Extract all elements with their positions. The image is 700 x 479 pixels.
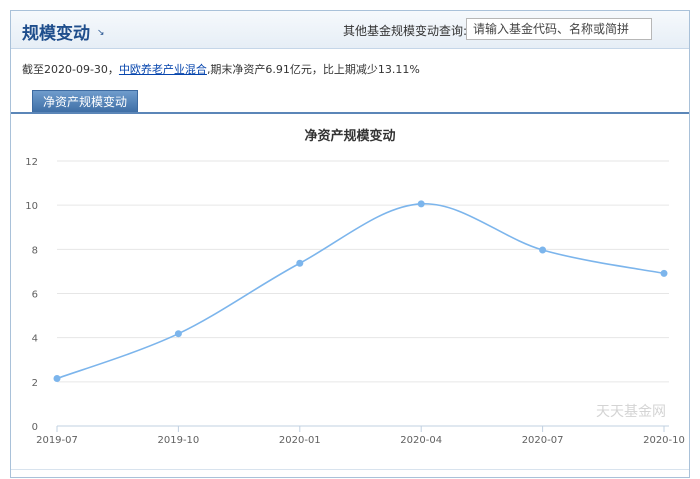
fund-search-input[interactable]: [466, 18, 652, 40]
x-tick-label: 2020-07: [522, 435, 564, 446]
y-tick-label: 0: [32, 422, 38, 433]
summary-suffix: ,期末净资产6.91亿元，比上期减少13.11%: [206, 63, 420, 76]
x-tick-label: 2019-07: [36, 435, 78, 446]
y-tick-label: 6: [32, 290, 38, 301]
data-point: [417, 200, 425, 208]
tab-bar: 净资产规模变动: [11, 88, 689, 114]
title-arrow-icon: ↘: [97, 28, 105, 38]
panel-header: 规模变动 ↘ 其他基金规模变动查询:: [11, 11, 689, 49]
fund-name-link[interactable]: 中欧养老产业混合: [118, 63, 207, 76]
chart-area: 净资产规模变动 0 2 4 6 8 10 12 2019-07 2019-10 2020-01 202…: [11, 114, 689, 464]
y-tick-label: 10: [25, 201, 38, 212]
y-tick-label: 12: [25, 157, 38, 168]
chart-title: 净资产规模变动: [304, 128, 395, 144]
summary-prefix: 截至2020-09-30，: [22, 63, 119, 76]
data-point: [296, 259, 304, 267]
footer-divider: [11, 469, 689, 470]
data-point: [539, 246, 547, 254]
tab-net-asset-scale[interactable]: 净资产规模变动: [32, 90, 138, 112]
x-tick-label: 2019-10: [158, 435, 200, 446]
watermark-text: 天天基金网: [596, 403, 666, 420]
y-tick-label: 4: [32, 334, 38, 345]
x-tick-label: 2020-10: [643, 435, 685, 446]
data-point: [53, 375, 61, 383]
x-tick-label: 2020-04: [400, 435, 442, 446]
x-tick-label: 2020-01: [279, 435, 321, 446]
series-line: [56, 203, 665, 380]
fund-scale-panel: 规模变动 ↘ 其他基金规模变动查询: 截至2020-09-30，中欧养老产业混合…: [10, 10, 690, 478]
data-point: [660, 269, 668, 277]
data-point: [174, 330, 182, 338]
panel-title: 规模变动: [22, 24, 90, 44]
net-asset-chart: 净资产规模变动 0 2 4 6 8 10 12 2019-07 2019-10 2020-01 202…: [25, 128, 685, 446]
y-tick-label: 2: [32, 378, 38, 389]
query-label: 其他基金规模变动查询:: [343, 24, 468, 38]
scale-summary: 截至2020-09-30，中欧养老产业混合,期末净资产6.91亿元，比上期减少1…: [22, 61, 420, 77]
y-tick-label: 8: [32, 245, 38, 256]
